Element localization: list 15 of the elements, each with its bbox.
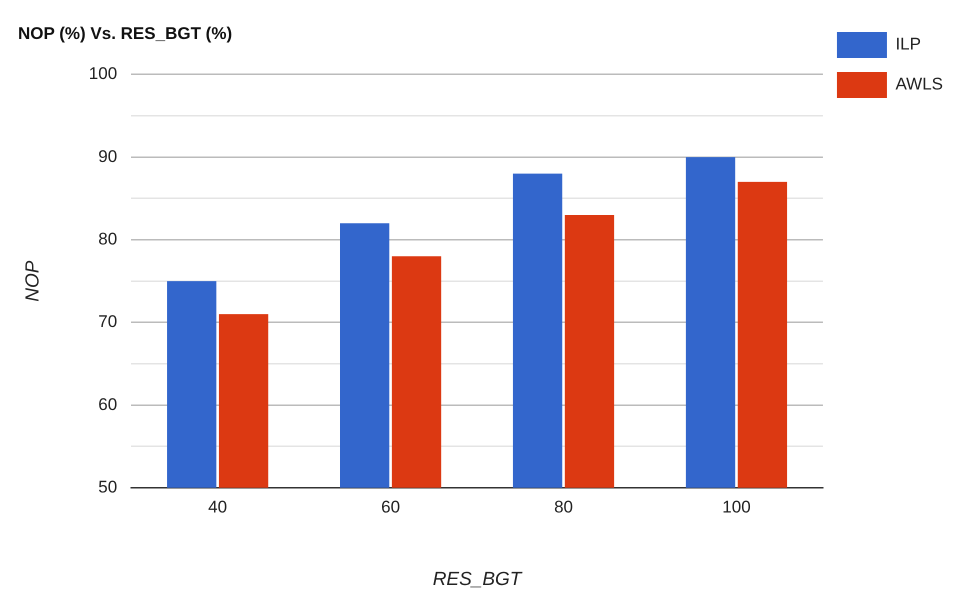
y-tick-label: 60 [98, 394, 118, 414]
y-tick-label: 50 [98, 477, 118, 496]
legend-label: ILP [895, 34, 921, 54]
x-tick-label: 40 [208, 498, 228, 517]
y-tick-label: 100 [88, 64, 118, 84]
y-tick-label: 90 [98, 146, 118, 166]
legend-label: AWLS [895, 74, 943, 94]
x-axis-title: RES_BGT [432, 568, 523, 590]
y-tick-label: 70 [98, 312, 118, 332]
x-tick-label: 100 [722, 498, 751, 517]
x-tick-label: 60 [381, 498, 400, 517]
x-tick-label: 80 [554, 498, 573, 517]
y-axis-title: NOP [22, 260, 44, 302]
y-tick-label: 80 [98, 229, 118, 248]
chart-title: NOP (%) Vs. RES_BGT (%) [18, 24, 232, 43]
